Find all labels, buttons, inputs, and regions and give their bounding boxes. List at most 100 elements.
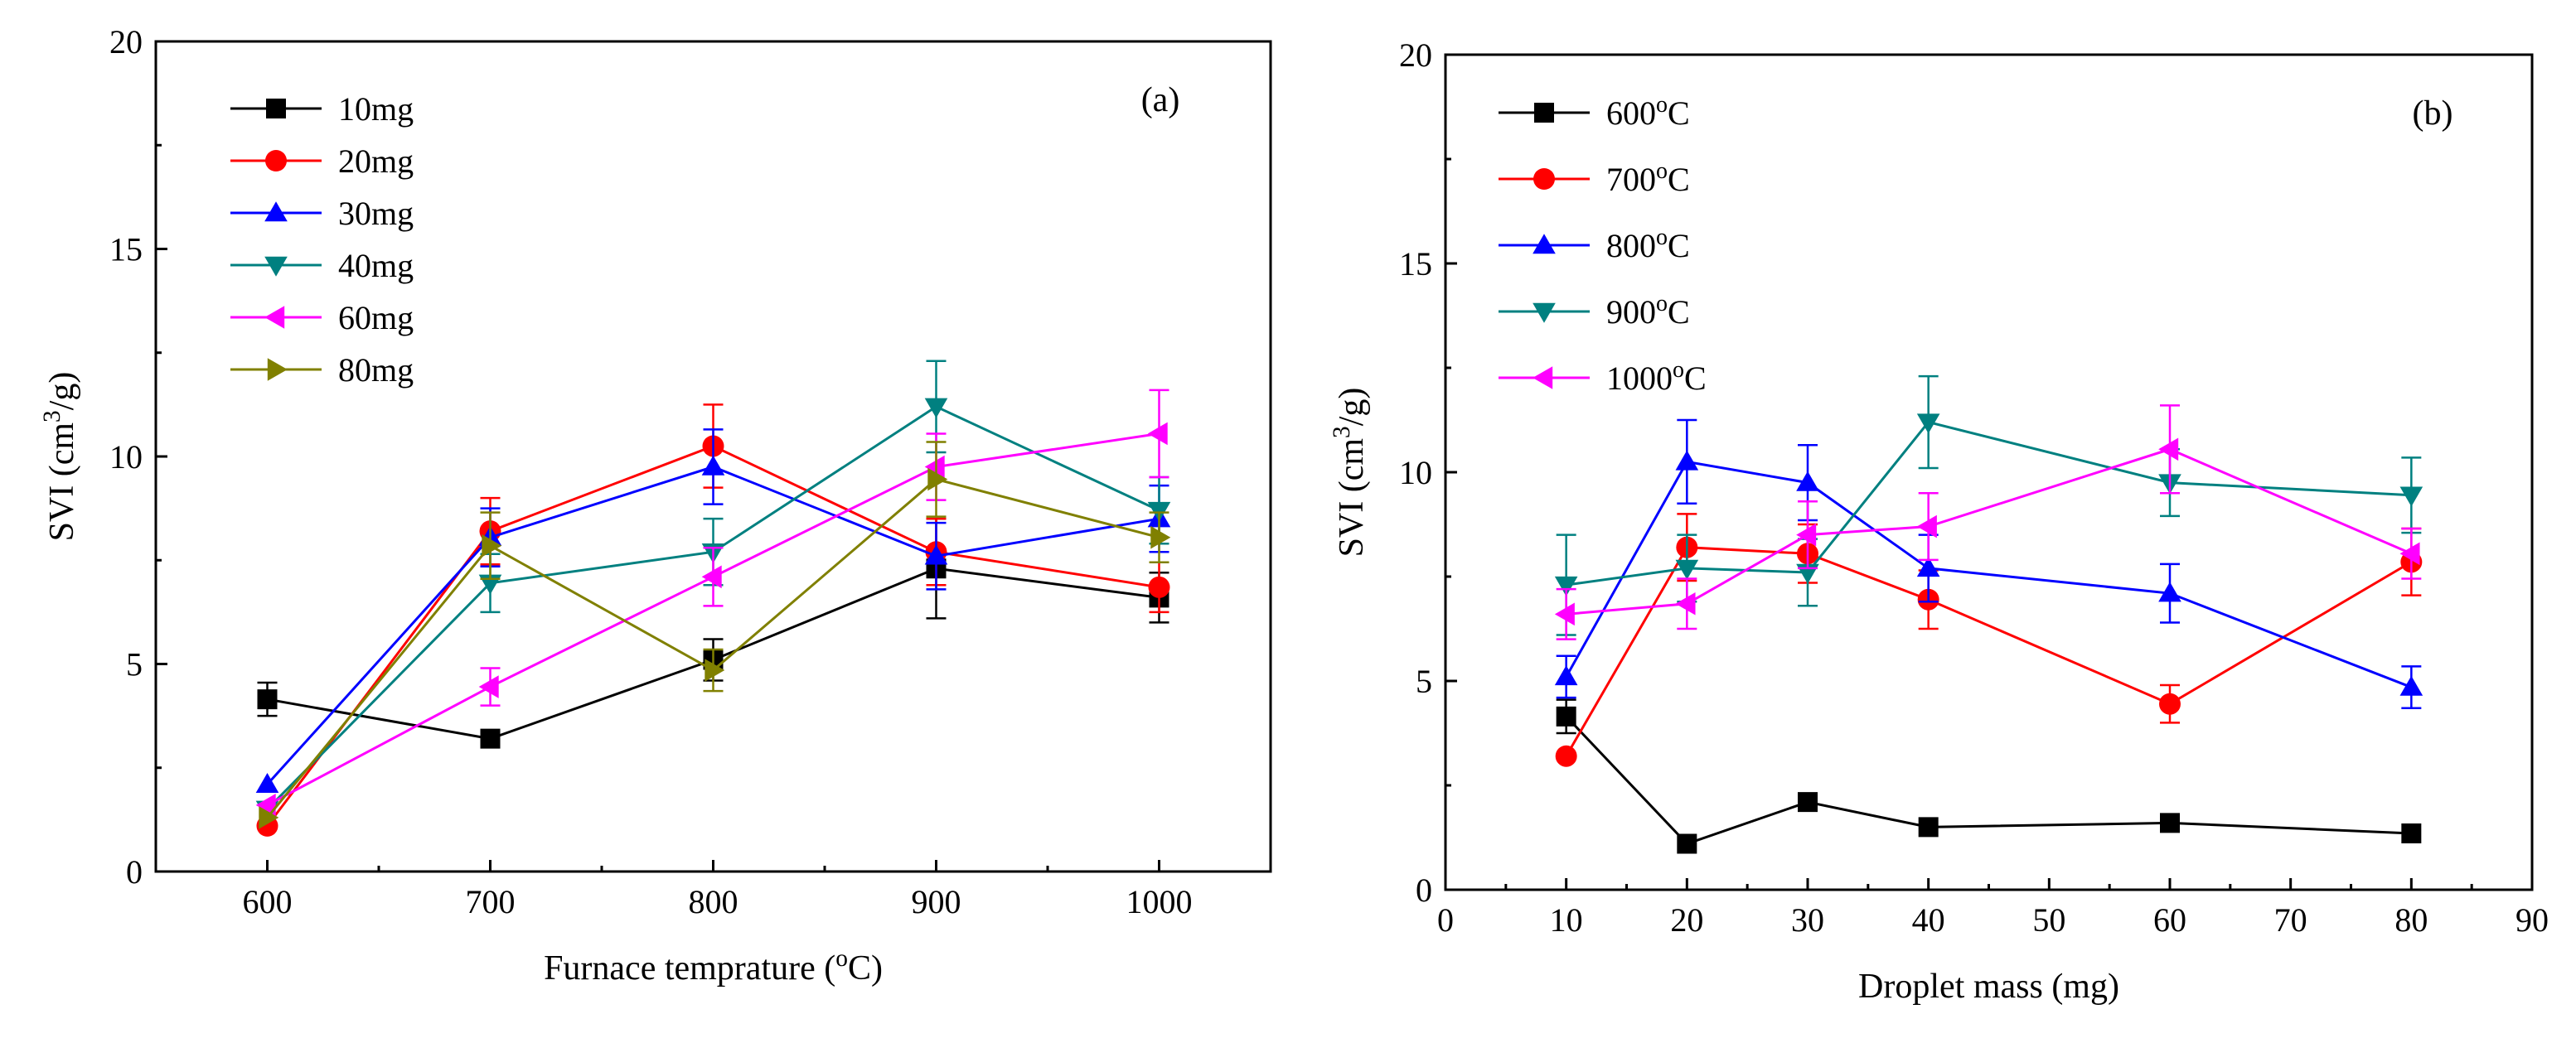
legend-label: 80mg: [338, 351, 414, 389]
x-axis-title-part: C): [848, 949, 883, 987]
y-axis-title-sup: 3: [1329, 426, 1355, 438]
legend-label-sup: o: [1656, 158, 1668, 184]
x-tick-label: 600: [243, 883, 293, 920]
series-line: [1565, 546, 2413, 757]
legend-label: 40mg: [338, 247, 414, 284]
x-axis-title: Droplet mass (mg): [1858, 968, 2119, 1006]
x-axis-ticks: 0 10 20 30 40 50 60 70 80 90: [1437, 878, 2549, 939]
data-point: [1916, 557, 1940, 577]
data-point: [2159, 693, 2181, 715]
legend-label: 1000oC: [1606, 357, 1707, 398]
legend-marker: [264, 201, 288, 222]
legend-entry: 20mg: [230, 142, 414, 180]
data-point: [1147, 422, 1168, 446]
y-axis-title: SVI (cm3/g): [39, 372, 81, 542]
data-point: [1554, 665, 1578, 686]
y-axis-title-part: /g): [1333, 388, 1371, 427]
legend-marker: [267, 358, 288, 381]
data-point: [1916, 413, 1940, 434]
x-tick-label: 30: [1791, 901, 1824, 939]
legend-marker: [1534, 103, 1554, 123]
x-tick-label: 80: [2394, 901, 2428, 939]
data-point: [2158, 582, 2181, 602]
y-axis-title-part: SVI (cm: [43, 423, 81, 542]
y-tick-label: 20: [1399, 36, 1432, 74]
y-tick-label: 15: [1399, 245, 1432, 282]
x-axis-title-sup: o: [835, 945, 848, 972]
x-tick-label: 10: [1550, 901, 1583, 939]
data-point: [1675, 559, 1699, 580]
x-tick-label: 1000: [1126, 883, 1193, 920]
legend-label-part: 700: [1606, 161, 1656, 198]
y-tick-label: 0: [1416, 872, 1432, 909]
data-point: [2401, 823, 2422, 843]
legend-label-part: 60mg: [338, 299, 414, 336]
data-point: [1554, 576, 1578, 596]
legend-label-part: C: [1668, 94, 1690, 132]
legend-label-sup: o: [1656, 291, 1668, 316]
panel-a: 600 700 800 900 1000 0 5 10 15 20 Furnace tempratu…: [39, 23, 1272, 987]
x-tick-label: 90: [2515, 901, 2549, 939]
x-tick-label: 800: [689, 883, 738, 920]
y-axis-ticks: 0 5 10 15 20: [1399, 36, 1457, 909]
legend-entry: 900oC: [1499, 291, 1690, 331]
legend-label: 30mg: [338, 195, 414, 232]
series-line: [1566, 420, 2412, 587]
y-tick-label: 20: [109, 23, 143, 60]
y-tick-label: 5: [1416, 663, 1432, 700]
y-axis-title: SVI (cm3/g): [1329, 388, 1371, 558]
y-tick-label: 0: [126, 853, 143, 891]
data-point: [2158, 437, 2179, 461]
legend-marker: [1533, 302, 1556, 323]
legend-label: 60mg: [338, 299, 414, 336]
data-point: [1798, 792, 1818, 813]
series-5: [1554, 404, 2422, 640]
legend-label: 700oC: [1606, 158, 1690, 199]
legend-label: 20mg: [338, 142, 414, 180]
data-point: [257, 689, 278, 710]
legend-entry: 700oC: [1499, 158, 1690, 199]
data-point: [927, 467, 948, 491]
data-point: [1150, 525, 1171, 549]
x-axis-title-part: Furnace temprature (: [544, 949, 835, 987]
legend-label-part: C: [1668, 227, 1690, 264]
x-tick-label: 20: [1670, 901, 1703, 939]
series-5: [255, 389, 1169, 817]
legend-label-part: 1000: [1606, 360, 1673, 397]
legend-label: 600oC: [1606, 92, 1690, 133]
data-point: [1675, 592, 1696, 616]
legend-label-part: 900: [1606, 293, 1656, 331]
legend-label-sup: o: [1656, 92, 1668, 118]
data-point: [1556, 706, 1576, 727]
data-point: [1554, 602, 1575, 626]
data-point: [701, 455, 725, 476]
legend: 10mg 20mg 30mg 40mg 60mg 80mg: [230, 90, 414, 389]
x-tick-label: 40: [1912, 901, 1945, 939]
legend-label: 10mg: [338, 90, 414, 128]
panel-label: (a): [1141, 81, 1180, 119]
data-point: [259, 806, 279, 829]
x-tick-label: 700: [466, 883, 516, 920]
legend-label-part: 10mg: [338, 90, 414, 128]
legend-marker: [264, 306, 285, 329]
legend-label-sup: o: [1673, 357, 1684, 383]
data-point: [924, 544, 948, 565]
x-tick-label: 900: [912, 883, 961, 920]
legend-label-part: 20mg: [338, 142, 414, 180]
data-point: [1916, 514, 1937, 538]
data-point: [705, 659, 725, 682]
y-tick-label: 10: [1399, 454, 1432, 491]
legend-entry: 800oC: [1499, 225, 1690, 264]
x-tick-label: 60: [2153, 901, 2186, 939]
series-line: [1565, 460, 2412, 688]
data-point: [701, 565, 722, 589]
data-point: [1148, 576, 1170, 598]
data-point: [1796, 523, 1817, 547]
legend-label-part: 30mg: [338, 195, 414, 232]
data-point: [924, 455, 945, 479]
data-point: [482, 534, 502, 558]
series-line: [266, 465, 1160, 785]
